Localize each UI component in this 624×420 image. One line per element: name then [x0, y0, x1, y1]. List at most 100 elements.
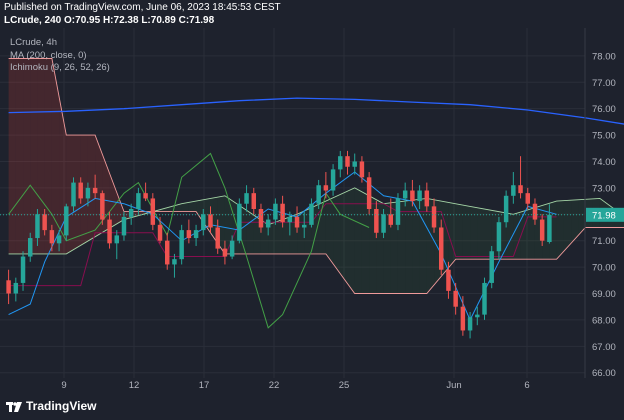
tenkan-sen-line — [8, 171, 557, 322]
candle-body — [489, 251, 494, 283]
candle-body — [114, 235, 119, 244]
candle-body — [157, 224, 163, 241]
candle-body — [222, 248, 228, 257]
ichimoku-cloud-segment — [578, 199, 586, 236]
candle-body — [107, 219, 112, 244]
ichimoku-cloud-segment — [174, 203, 182, 212]
ichimoku-cloud-segment — [44, 58, 52, 254]
candle-body — [352, 161, 357, 167]
chikou-span-line — [8, 152, 370, 329]
candle-body — [345, 156, 350, 167]
last-price-badge — [586, 207, 624, 222]
candle-body — [511, 185, 516, 196]
candle-body — [294, 216, 300, 228]
x-tick-label: Jun — [446, 380, 461, 391]
candle-body — [287, 216, 293, 223]
candle-body — [165, 240, 170, 265]
candle-body — [431, 206, 437, 228]
ichimoku-cloud-segment — [333, 194, 341, 274]
y-tick-label: 76.00 — [592, 104, 616, 115]
ichimoku-cloud-segment — [448, 202, 456, 268]
candle-body — [302, 224, 307, 228]
legend-symbol[interactable]: LCrude, 4h — [10, 37, 58, 48]
open-label: O: — [64, 15, 76, 26]
candle-body — [128, 209, 134, 217]
ichimoku-cloud-segment — [282, 216, 290, 254]
ichimoku-cloud-segment — [181, 202, 189, 212]
candle-body — [402, 190, 408, 199]
legend-ichimoku[interactable]: Ichimoku (9, 26, 52, 26) — [10, 62, 110, 73]
price-chart[interactable]: 78.0077.0076.0075.0074.0073.0072.0071.00… — [0, 28, 624, 393]
ichimoku-cloud-segment — [563, 200, 572, 252]
candle-body — [359, 161, 365, 178]
candle-body — [100, 193, 105, 220]
candle-body — [193, 230, 199, 239]
ichimoku-cloud-segment — [340, 191, 348, 284]
legend-ma[interactable]: MA (200, close, 0) — [10, 49, 87, 61]
candle-body — [525, 193, 530, 204]
ichimoku-cloud-segment — [412, 199, 420, 294]
y-tick-label: 78.00 — [592, 51, 616, 62]
candle-body — [539, 219, 545, 241]
symbol-interval: LCrude, 240 — [4, 15, 62, 26]
y-tick-label: 75.00 — [592, 131, 616, 142]
candle-body — [424, 190, 430, 207]
ichimoku-cloud-segment — [23, 58, 31, 254]
candle-body — [136, 193, 141, 209]
ichimoku-cloud-segment — [477, 207, 485, 260]
ichimoku-cloud-segment — [455, 203, 463, 260]
candle-body — [35, 214, 40, 239]
candle-body — [265, 219, 271, 228]
high-value: 72.38 — [113, 15, 139, 26]
candle-body — [201, 214, 206, 231]
senkou-span-a-line — [8, 187, 624, 255]
ichimoku-cloud-segment — [405, 200, 413, 294]
ichimoku-cloud-segment — [347, 187, 355, 294]
y-tick-label: 77.00 — [592, 78, 616, 89]
candle-body — [316, 185, 321, 204]
ichimoku-cloud-segment — [556, 200, 564, 260]
candle-body — [258, 209, 264, 228]
low-label: L: — [141, 15, 151, 26]
ichimoku-cloud-segment — [260, 220, 269, 254]
y-tick-label: 68.00 — [592, 315, 616, 326]
candle-body — [150, 198, 156, 225]
ichimoku-cloud-segment — [188, 201, 197, 212]
candle-body — [244, 193, 249, 204]
candle-body — [13, 282, 19, 294]
candle-body — [215, 227, 220, 249]
candle-body — [309, 203, 314, 225]
ichimoku-cloud-segment — [246, 210, 254, 254]
candle-body — [439, 227, 444, 270]
ichimoku-cloud-segment — [15, 58, 24, 254]
x-tick-label: 9 — [61, 380, 66, 391]
candle-body — [71, 182, 76, 207]
candle-body — [179, 230, 184, 260]
x-tick-label: 6 — [524, 380, 529, 391]
ichimoku-cloud-segment — [224, 195, 233, 254]
candle-body — [475, 314, 480, 318]
ichimoku-cloud-segment — [527, 207, 535, 260]
candle-body — [251, 193, 256, 209]
indicator-legend: LCrude, 4h MA (200, close, 0) Ichimoku (… — [10, 37, 110, 75]
ichimoku-cloud-segment — [484, 209, 492, 260]
candle-body — [453, 290, 458, 307]
candle-body — [503, 195, 509, 223]
candle-body — [92, 187, 98, 194]
candle-body — [172, 259, 177, 265]
senkou-span-b-line — [8, 58, 624, 294]
candle-body — [280, 203, 285, 223]
candle-body — [330, 169, 336, 191]
ma-200-line — [8, 97, 624, 125]
ichimoku-cloud-segment — [30, 58, 38, 254]
candle-body — [208, 214, 213, 228]
ichimoku-cloud-segment — [138, 211, 146, 216]
symbol-ohlc-line: LCrude, 240 O:70.95 H:72.38 L:70.89 C:71… — [4, 15, 214, 26]
candle-body — [323, 185, 329, 191]
ichimoku-cloud-segment — [73, 135, 81, 250]
candle-body — [467, 317, 473, 331]
y-tick-label: 69.00 — [592, 289, 616, 300]
ichimoku-cloud-segment — [275, 219, 283, 254]
y-tick-label: 74.00 — [592, 157, 616, 168]
candle-body — [237, 203, 242, 241]
